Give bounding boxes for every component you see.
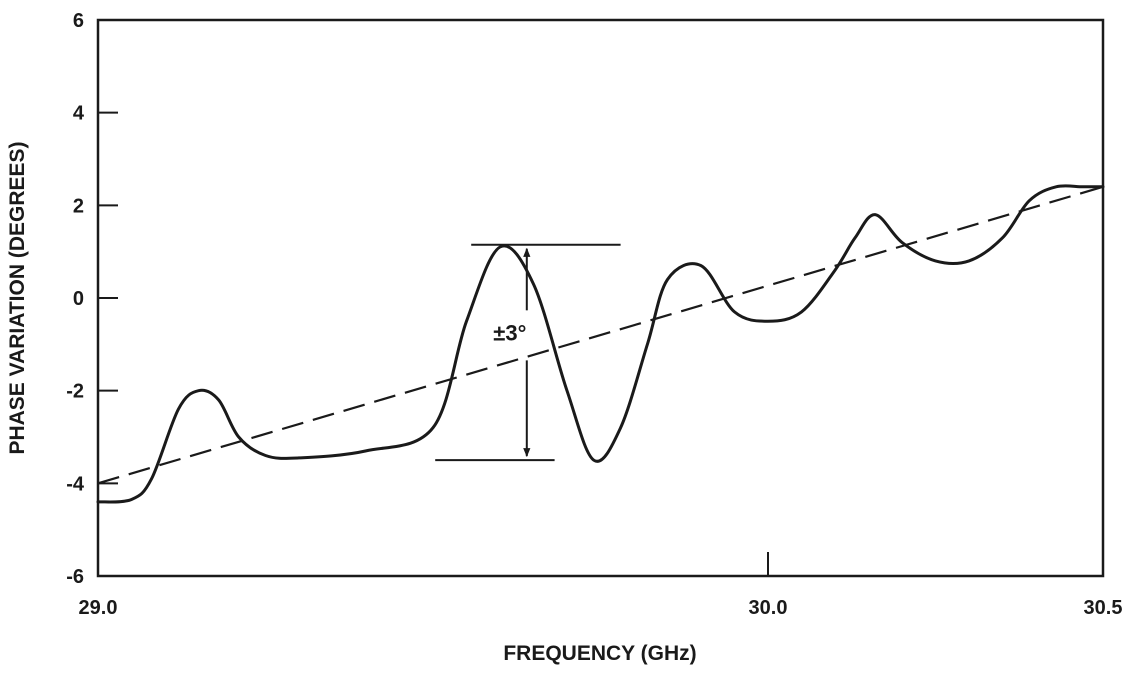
y-axis-ticks: 6 4 2 0 -2 -4 -6 (66, 10, 118, 588)
y-axis-title: PHASE VARIATION (DEGREES) (6, 141, 29, 454)
x-tick-label: 30.5 (1084, 597, 1123, 619)
range-annotation-label: ±3° (493, 320, 526, 345)
plot-frame (96, 18, 1105, 578)
x-tick-label: 29.0 (79, 597, 118, 619)
series-layer (96, 184, 1105, 504)
y-tick-label: 2 (73, 195, 84, 217)
annotation-layer: ±3° (435, 243, 621, 462)
y-tick-label: -4 (66, 473, 85, 495)
x-axis-title: FREQUENCY (GHz) (503, 642, 696, 665)
y-tick-label: 6 (73, 10, 84, 32)
x-axis-ticks: 29.0 30.0 30.5 (79, 552, 1123, 619)
y-tick-label: 4 (73, 103, 85, 125)
series-dashed-trend-line (97, 185, 1104, 485)
series-solid-measured-curve (96, 184, 1105, 504)
y-tick-label: 0 (73, 288, 84, 310)
y-tick-label: -2 (66, 381, 84, 403)
x-tick-label: 30.0 (749, 597, 788, 619)
y-tick-label: -6 (66, 566, 84, 588)
